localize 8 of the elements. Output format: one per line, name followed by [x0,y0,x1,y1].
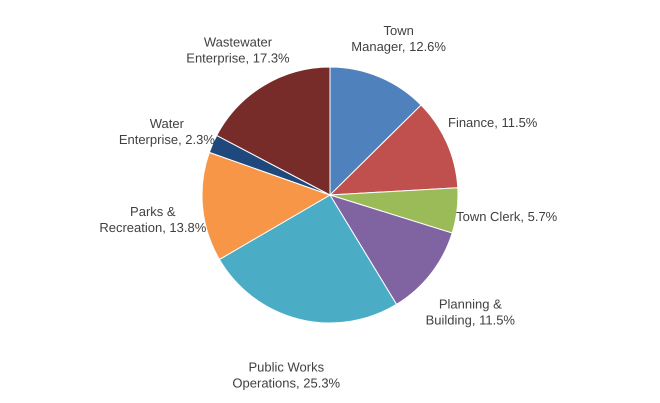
slice-label: Town Clerk, 5.7% [456,208,558,224]
slice-label: Wastewater Enterprise, 17.3% [186,34,290,66]
slice-label: Water Enterprise, 2.3% [118,116,216,147]
slice-label: Planning & Building, 11.5% [426,296,516,328]
slice-label: Parks & Recreation, 13.8% [99,204,207,235]
slice-label: Town Manager, 12.6% [351,22,446,54]
slice-label: Public Works Operations, 25.3% [232,360,341,391]
slice-label: Finance, 11.5% [448,114,538,130]
